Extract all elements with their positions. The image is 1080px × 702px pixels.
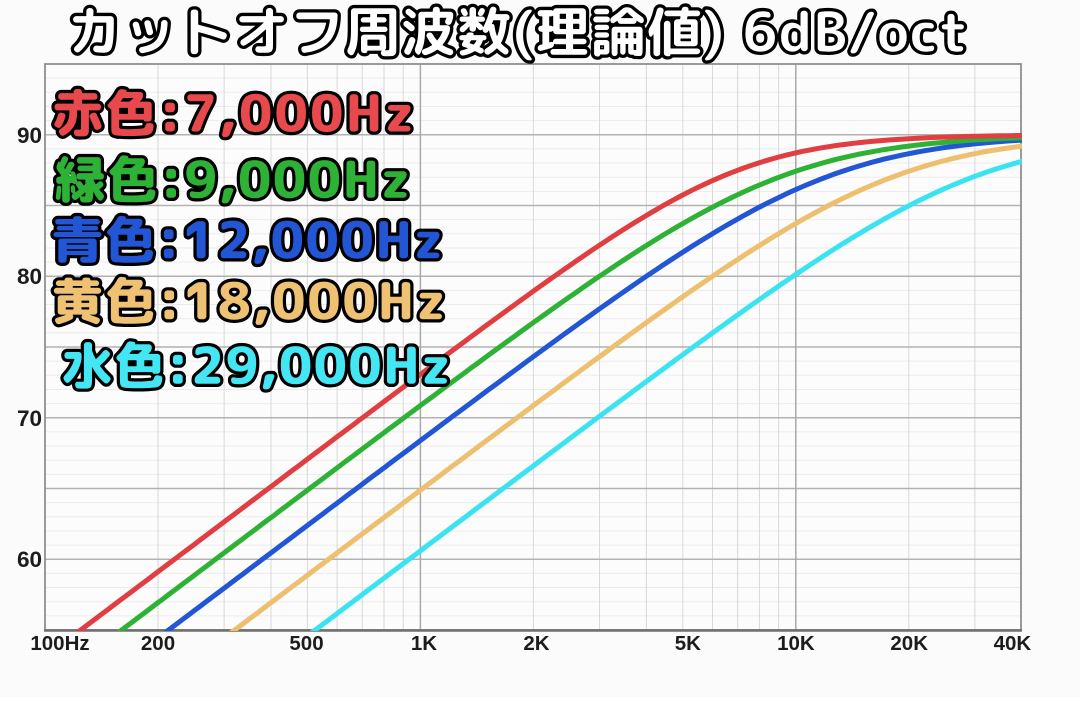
svg-text:60: 60 <box>17 547 42 572</box>
svg-text:5K: 5K <box>675 632 701 655</box>
svg-text:500: 500 <box>289 632 323 655</box>
svg-text:200: 200 <box>141 632 175 655</box>
svg-text:10K: 10K <box>777 632 815 655</box>
svg-text:40K: 40K <box>994 632 1032 655</box>
svg-text:100Hz: 100Hz <box>30 632 89 655</box>
svg-text:20K: 20K <box>890 632 928 655</box>
svg-text:70: 70 <box>17 406 42 431</box>
svg-text:90: 90 <box>17 123 42 148</box>
svg-text:80: 80 <box>17 264 42 289</box>
svg-text:1K: 1K <box>411 632 437 655</box>
svg-text:2K: 2K <box>523 632 549 655</box>
